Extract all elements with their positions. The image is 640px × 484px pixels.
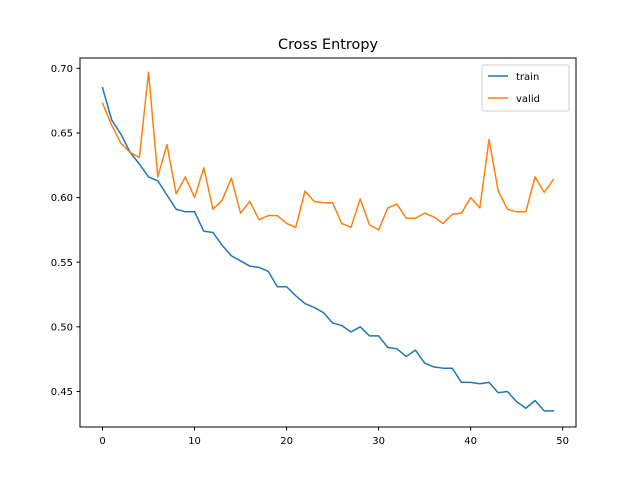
x-tick-label: 10 (188, 436, 201, 447)
legend-label-train: train (516, 72, 539, 83)
x-tick-label: 20 (280, 436, 293, 447)
x-tick-label: 0 (99, 436, 105, 447)
legend-label-valid: valid (516, 94, 540, 105)
y-tick-label: 0.45 (51, 387, 73, 398)
y-tick-label: 0.50 (51, 322, 73, 333)
axes-frame (79, 57, 577, 428)
y-tick-label: 0.55 (51, 258, 73, 269)
y-tick-label: 0.70 (51, 64, 73, 75)
series-line-train (101, 86, 555, 412)
x-tick-label: 40 (464, 436, 477, 447)
plot-area: 0 10 20 30 40 50 0.45 0.50 0.55 0.60 0.65 0.70 train… (51, 57, 577, 447)
x-tick-label: 50 (556, 436, 569, 447)
chart-title: Cross Entropy (278, 37, 378, 53)
x-tick-label: 30 (372, 436, 385, 447)
y-tick-label: 0.65 (51, 129, 73, 140)
y-tick-label: 0.60 (51, 193, 73, 204)
series-line-valid (101, 71, 555, 231)
